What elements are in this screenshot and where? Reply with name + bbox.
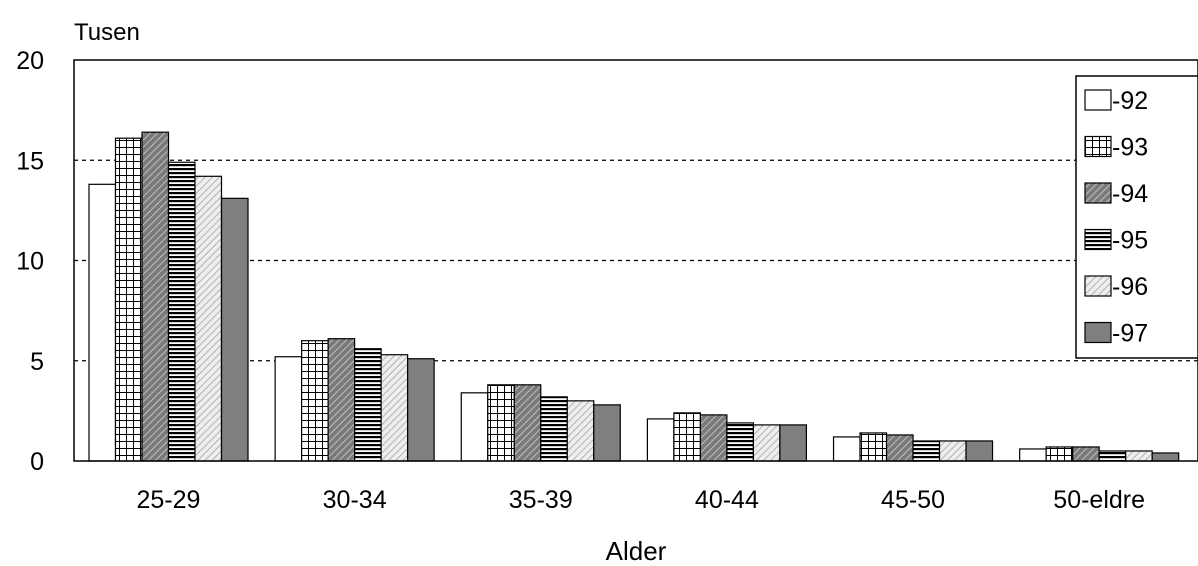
x-tick-label: 45-50 (881, 486, 945, 514)
bar-y95-25-29 (167, 161, 196, 462)
bar-y93-30-34 (301, 340, 329, 462)
x-tick-label: 40-44 (695, 486, 759, 514)
bar-y96-25-29 (194, 175, 223, 462)
bar-y92-50-eldre (1019, 448, 1047, 462)
y-tick-label: 15 (16, 147, 44, 175)
legend-swatch (1084, 275, 1112, 297)
bar-y95-35-39 (540, 396, 568, 462)
bar-y95-45-50 (912, 440, 941, 462)
bar-y97-25-29 (220, 197, 249, 462)
bar-y97-50-eldre (1151, 452, 1180, 462)
x-axis-ticks: 25-29 30-34 35-39 40-44 45-50 50-eldre (137, 486, 1146, 514)
legend-swatch (1084, 228, 1112, 251)
legend: -92 -93 -94 -95 -96 -97 (1075, 75, 1198, 359)
bar-y95-50-eldre (1098, 450, 1127, 462)
bar-y94-25-29 (141, 131, 170, 462)
bar-y93-40-44 (673, 412, 702, 462)
bar-y93-25-29 (114, 137, 143, 462)
legend-label: -93 (1112, 134, 1148, 162)
x-tick-label: 25-29 (137, 486, 201, 514)
bar-y96-45-50 (938, 440, 967, 462)
bar-y93-35-39 (487, 384, 515, 462)
bar-y92-25-29 (88, 183, 117, 462)
bar-y94-35-39 (513, 384, 542, 462)
legend-swatch (1084, 89, 1112, 111)
bar-y96-35-39 (566, 400, 595, 462)
legend-swatch (1084, 321, 1112, 344)
x-tick-label: 35-39 (509, 486, 573, 514)
bar-y97-45-50 (965, 440, 994, 462)
gridlines (74, 159, 1198, 362)
bar-y95-40-44 (726, 422, 755, 462)
legend-label: -97 (1112, 320, 1148, 348)
legend-swatch (1084, 182, 1112, 204)
bar-y96-40-44 (752, 424, 781, 462)
bar-y93-45-50 (859, 432, 888, 462)
bar-y96-50-eldre (1125, 450, 1153, 462)
bar-y97-30-34 (407, 358, 435, 462)
x-tick-label: 30-34 (323, 486, 387, 514)
bar-y92-35-39 (460, 392, 489, 462)
bar-y97-35-39 (593, 404, 621, 462)
y-unit-label: Tusen (74, 19, 140, 46)
bar-y94-40-44 (699, 414, 728, 462)
bar-y92-30-34 (274, 356, 303, 462)
bar-y94-50-eldre (1072, 446, 1100, 462)
legend-label: -92 (1112, 87, 1148, 115)
y-axis-ticks: 0 5 10 15 20 (16, 47, 44, 476)
bar-y92-45-50 (832, 436, 861, 462)
y-tick-label: 5 (30, 348, 44, 376)
bar-y92-40-44 (646, 418, 675, 462)
y-tick-label: 0 (30, 448, 44, 476)
y-tick-label: 20 (16, 47, 44, 75)
legend-swatch (1084, 135, 1112, 158)
legend-frame (1075, 75, 1198, 359)
legend-label: -96 (1112, 273, 1148, 301)
plot-frame (73, 59, 1198, 462)
x-axis-title: Alder (606, 536, 667, 566)
x-tick-label: 50-eldre (1053, 486, 1145, 514)
bar-y93-50-eldre (1045, 446, 1074, 462)
legend-label: -95 (1112, 227, 1148, 255)
bar-y97-40-44 (779, 424, 808, 462)
bar-y94-45-50 (885, 434, 914, 462)
bars (88, 131, 1180, 462)
legend-label: -94 (1112, 180, 1148, 208)
y-tick-label: 10 (16, 248, 44, 276)
bar-y94-30-34 (327, 338, 356, 462)
bar-y95-30-34 (354, 348, 382, 462)
bar-y96-30-34 (380, 354, 409, 462)
